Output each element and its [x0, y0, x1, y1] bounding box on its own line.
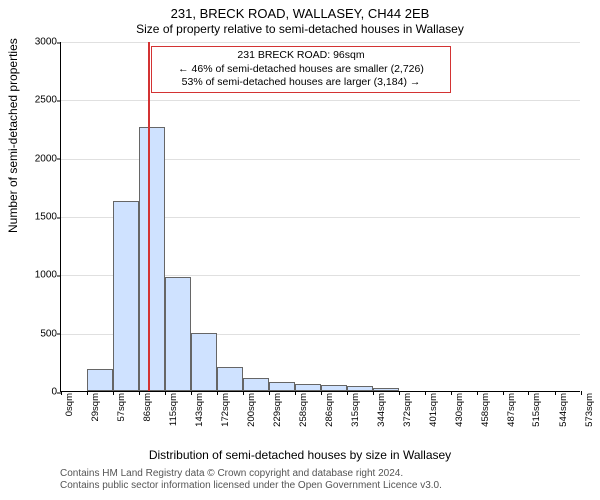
histogram-bar: [139, 127, 165, 391]
y-tick: 1000: [35, 270, 57, 281]
histogram-plot: 231 BRECK ROAD: 96sqm ← 46% of semi-deta…: [60, 42, 580, 392]
histogram-bar: [165, 277, 191, 391]
x-tick-label: 29sqm: [90, 393, 101, 422]
caption: Contains HM Land Registry data © Crown c…: [60, 468, 442, 492]
histogram-bar: [243, 378, 269, 391]
x-tick-mark: [347, 391, 348, 395]
x-tick-mark: [528, 391, 529, 395]
x-tick-mark: [295, 391, 296, 395]
histogram-bar: [295, 384, 321, 391]
x-tick-mark: [87, 391, 88, 395]
y-tick: 500: [40, 328, 57, 339]
x-tick-mark: [61, 391, 62, 395]
y-tick: 2000: [35, 153, 57, 164]
y-tick: 1500: [35, 212, 57, 223]
y-axis-label: Number of semi-detached properties: [6, 38, 20, 233]
x-tick-label: 515sqm: [531, 393, 542, 427]
x-tick-mark: [139, 391, 140, 395]
marker-line: [148, 42, 150, 391]
histogram-bar: [321, 385, 347, 391]
annotation-line-1: 231 BRECK ROAD: 96sqm: [158, 49, 444, 63]
x-tick-label: 200sqm: [246, 393, 257, 427]
x-tick-mark: [269, 391, 270, 395]
annotation-box: 231 BRECK ROAD: 96sqm ← 46% of semi-deta…: [151, 46, 451, 93]
x-tick-mark: [555, 391, 556, 395]
x-tick-label: 315sqm: [350, 393, 361, 427]
x-tick-label: 372sqm: [402, 393, 413, 427]
caption-line-1: Contains HM Land Registry data © Crown c…: [60, 468, 442, 480]
y-tick: 0: [51, 387, 57, 398]
x-tick-mark: [503, 391, 504, 395]
x-tick-label: 143sqm: [194, 393, 205, 427]
x-tick-label: 86sqm: [142, 393, 153, 422]
histogram-bar: [87, 369, 113, 391]
x-tick-label: 487sqm: [506, 393, 517, 427]
grid-line: [61, 100, 580, 101]
x-tick-label: 115sqm: [168, 393, 179, 426]
x-tick-mark: [191, 391, 192, 395]
annotation-line-2: ← 46% of semi-detached houses are smalle…: [158, 63, 444, 77]
x-tick-mark: [399, 391, 400, 395]
histogram-bar: [373, 388, 399, 392]
x-tick-label: 286sqm: [324, 393, 335, 427]
x-tick-mark: [217, 391, 218, 395]
chart-title: 231, BRECK ROAD, WALLASEY, CH44 2EB: [0, 6, 600, 21]
x-tick-label: 458sqm: [480, 393, 491, 427]
x-tick-mark: [321, 391, 322, 395]
x-tick-mark: [373, 391, 374, 395]
x-tick-mark: [451, 391, 452, 395]
x-tick-label: 573sqm: [584, 393, 595, 427]
x-tick-label: 57sqm: [116, 393, 127, 422]
x-tick-label: 344sqm: [376, 393, 387, 427]
x-tick-mark: [243, 391, 244, 395]
x-tick-mark: [581, 391, 582, 395]
x-tick-label: 544sqm: [558, 393, 569, 427]
histogram-bar: [191, 333, 217, 391]
y-tick: 2500: [35, 95, 57, 106]
chart-subtitle: Size of property relative to semi-detach…: [0, 22, 600, 36]
x-tick-mark: [425, 391, 426, 395]
x-axis-label: Distribution of semi-detached houses by …: [0, 448, 600, 462]
x-tick-label: 401sqm: [428, 393, 439, 427]
x-tick-mark: [477, 391, 478, 395]
x-tick-label: 229sqm: [272, 393, 283, 427]
x-tick-mark: [113, 391, 114, 395]
x-tick-label: 172sqm: [220, 393, 231, 427]
x-tick-label: 258sqm: [298, 393, 309, 427]
histogram-bar: [347, 386, 373, 391]
y-tick: 3000: [35, 37, 57, 48]
x-tick-mark: [165, 391, 166, 395]
grid-line: [61, 42, 580, 43]
annotation-line-3: 53% of semi-detached houses are larger (…: [158, 76, 444, 90]
x-tick-label: 0sqm: [64, 393, 75, 416]
x-tick-label: 430sqm: [454, 393, 465, 427]
histogram-bar: [217, 367, 243, 392]
caption-line-2: Contains public sector information licen…: [60, 480, 442, 492]
histogram-bar: [113, 201, 139, 391]
histogram-bar: [269, 382, 295, 391]
